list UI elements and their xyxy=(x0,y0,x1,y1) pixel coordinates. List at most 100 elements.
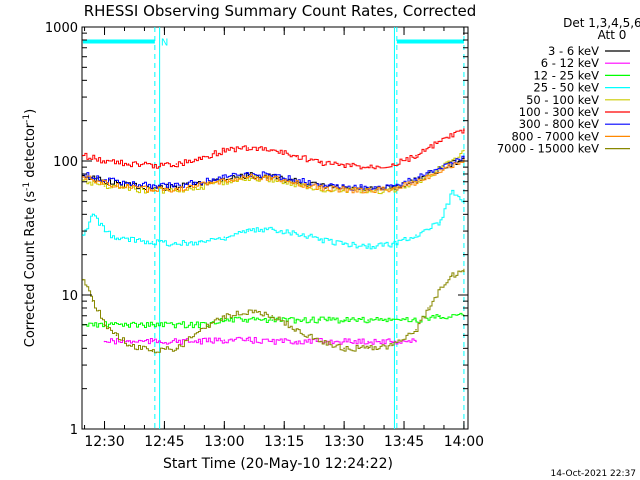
data-point xyxy=(415,234,417,236)
series-layer xyxy=(82,128,465,354)
data-point xyxy=(199,157,202,159)
data-point xyxy=(151,185,154,187)
data-point xyxy=(199,240,202,243)
data-point xyxy=(175,188,178,190)
data-point xyxy=(367,347,369,350)
data-point xyxy=(427,307,429,309)
data-point xyxy=(367,245,369,248)
data-point xyxy=(175,323,178,326)
data-point xyxy=(439,315,441,317)
x-tick-label: 12:45 xyxy=(144,434,184,450)
data-point xyxy=(175,340,178,343)
legend-label: 6 - 12 keV xyxy=(541,56,599,70)
data-point xyxy=(127,340,130,343)
data-point xyxy=(343,347,345,350)
x-tick-label: 13:00 xyxy=(204,434,244,450)
data-point xyxy=(199,181,202,183)
data-point xyxy=(247,176,250,178)
data-point xyxy=(391,319,393,321)
data-point xyxy=(295,155,298,158)
data-point xyxy=(295,182,298,185)
data-point xyxy=(343,243,345,245)
data-point xyxy=(151,340,154,343)
legend-label: 25 - 50 keV xyxy=(533,81,599,95)
series-line xyxy=(83,189,465,250)
data-point xyxy=(127,186,130,188)
data-point xyxy=(103,185,106,187)
data-point xyxy=(103,160,106,162)
data-point xyxy=(82,179,84,181)
data-point xyxy=(91,213,94,216)
data-point xyxy=(367,340,369,343)
legend-label: 300 - 800 keV xyxy=(519,117,599,131)
legend-label: 50 - 100 keV xyxy=(526,93,599,107)
data-point xyxy=(271,174,274,177)
data-point xyxy=(295,329,298,331)
data-point xyxy=(271,149,274,152)
data-point xyxy=(439,140,441,143)
data-point xyxy=(451,189,453,192)
data-point xyxy=(415,340,417,343)
data-point xyxy=(175,347,178,350)
data-point xyxy=(82,176,84,178)
data-point xyxy=(103,230,106,232)
night-annotations: N xyxy=(82,27,465,429)
axes: 12:30 12:45 13:00 13:15 13:30 13:45 14:00 1 10 10… xyxy=(45,21,484,450)
data-point xyxy=(103,340,106,343)
data-point xyxy=(439,166,441,168)
data-point xyxy=(151,189,154,191)
data-point xyxy=(463,155,465,158)
data-point xyxy=(247,319,250,321)
data-point xyxy=(127,323,130,326)
data-point xyxy=(415,177,417,180)
data-point xyxy=(175,163,178,165)
data-point xyxy=(415,329,417,331)
data-point xyxy=(247,310,250,313)
data-point xyxy=(247,173,250,175)
data-point xyxy=(271,177,274,180)
data-point xyxy=(295,319,298,321)
data-point xyxy=(223,315,226,317)
data-point xyxy=(82,154,84,157)
y-tick-label: 100 xyxy=(53,155,78,170)
data-point xyxy=(115,238,118,241)
data-point xyxy=(199,329,202,331)
data-point xyxy=(82,234,84,236)
data-point xyxy=(199,184,202,186)
data-point xyxy=(343,165,345,167)
series-line xyxy=(83,128,465,170)
legend-label: 800 - 7000 keV xyxy=(511,129,599,143)
data-point xyxy=(151,323,154,326)
data-point xyxy=(223,149,226,152)
data-point xyxy=(175,243,178,245)
data-point xyxy=(439,221,441,223)
data-point xyxy=(127,182,130,185)
y-tick-label: 10 xyxy=(61,289,78,304)
data-point xyxy=(343,189,345,191)
data-point xyxy=(295,340,298,343)
data-point xyxy=(127,238,130,241)
data-point xyxy=(319,319,322,321)
data-point xyxy=(367,189,369,192)
data-point xyxy=(175,184,178,186)
data-point xyxy=(343,340,345,343)
data-point xyxy=(451,274,453,277)
timestamp: 14-Oct-2021 22:37 xyxy=(551,469,636,479)
data-point xyxy=(463,149,465,152)
data-point xyxy=(295,232,298,234)
y-tick-label: 1000 xyxy=(45,21,78,36)
x-tick-label: 13:45 xyxy=(384,434,424,450)
data-point xyxy=(175,186,178,188)
data-point xyxy=(319,183,322,186)
data-point xyxy=(247,147,250,149)
data-point xyxy=(223,319,226,321)
data-point xyxy=(247,339,250,342)
data-point xyxy=(391,340,393,343)
data-point xyxy=(199,186,202,188)
data-point xyxy=(439,169,441,171)
x-axis-label: Start Time (20-May-10 12:24:22) xyxy=(163,456,393,472)
data-point xyxy=(415,154,417,157)
data-point xyxy=(247,230,250,232)
data-point xyxy=(367,319,369,321)
